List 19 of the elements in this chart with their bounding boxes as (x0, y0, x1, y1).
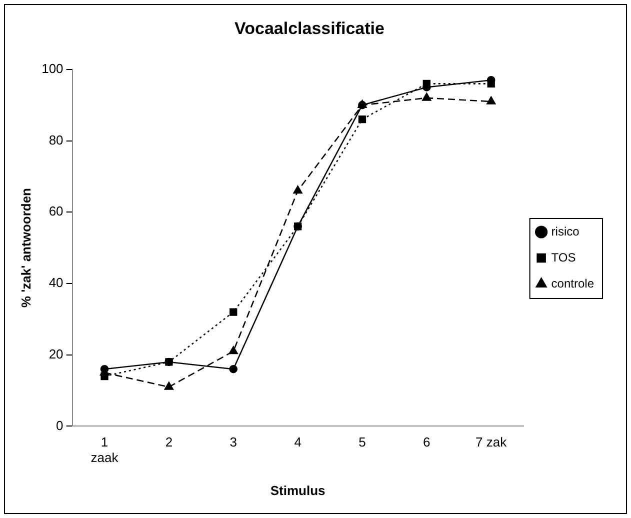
y-tick-label: 100 (42, 60, 64, 76)
y-tick-label: 40 (48, 275, 64, 290)
x-tick-label: 6 (423, 434, 430, 450)
x-tick-label: 5 (358, 434, 366, 450)
x-tick-label: 3 (230, 434, 237, 450)
x-axis-title: Stimulus (270, 482, 326, 498)
x-tick-label: 1 zaak (90, 434, 119, 466)
y-tick-label: 60 (48, 204, 64, 219)
legend-label: risico (551, 224, 580, 238)
x-tick-label: 7 zak (476, 434, 508, 450)
x-tick-label: 2 (165, 434, 173, 450)
y-tick-label: 20 (48, 346, 64, 362)
legend-label: controle (551, 276, 594, 290)
y-axis-title: % 'zak' antwoorden (18, 188, 34, 308)
y-tick-label: 0 (56, 418, 64, 433)
x-tick-label: 4 (294, 434, 302, 450)
chart-title: Vocaalclassificatie (234, 18, 384, 38)
y-tick-label: 80 (48, 132, 64, 148)
legend-label: TOS (551, 250, 576, 264)
